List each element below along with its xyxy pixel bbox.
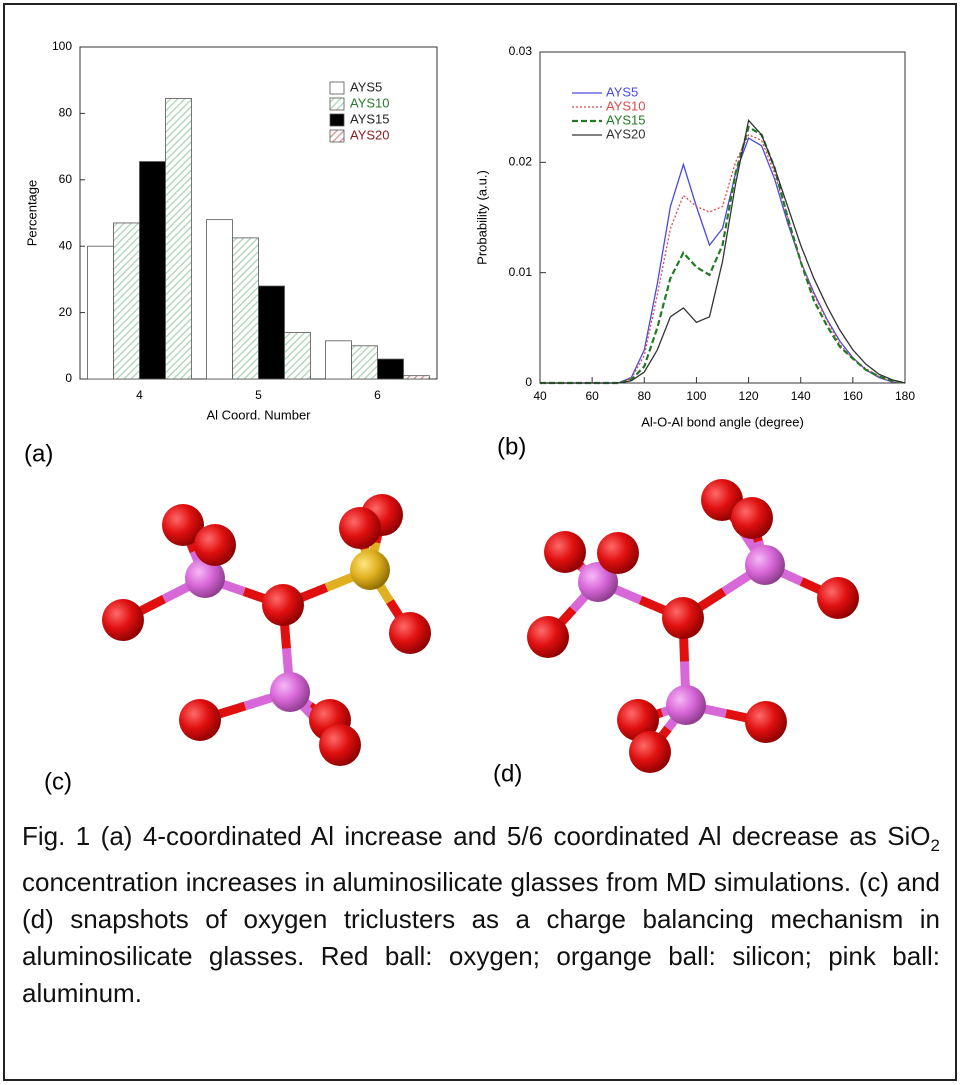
bar xyxy=(206,219,233,380)
bar xyxy=(232,237,259,380)
bar xyxy=(325,340,352,380)
bar xyxy=(284,332,311,380)
y-tick-label: 20 xyxy=(59,305,73,319)
atom xyxy=(745,545,785,585)
legend-label: AYS5 xyxy=(350,79,382,94)
atom xyxy=(319,724,361,766)
atom xyxy=(350,550,390,590)
bar xyxy=(351,345,378,380)
x-axis-label: Al-O-Al bond angle (degree) xyxy=(641,414,804,429)
atom xyxy=(597,532,639,574)
bar xyxy=(139,161,166,380)
x-axis-label: Al Coord. Number xyxy=(206,407,311,422)
y-axis-label: Probability (a.u.) xyxy=(474,170,489,265)
bar xyxy=(403,375,430,380)
atom xyxy=(102,599,144,641)
legend-swatch xyxy=(329,129,345,143)
panel-label: (b) xyxy=(497,433,526,460)
atom xyxy=(527,616,569,658)
y-tick-label: 100 xyxy=(52,39,72,53)
atom xyxy=(666,685,706,725)
legend-label: AYS15 xyxy=(350,111,390,126)
x-tick-label: 180 xyxy=(895,389,915,403)
atom xyxy=(194,524,236,566)
atom xyxy=(617,699,659,741)
x-tick-label: 160 xyxy=(843,389,863,403)
atom xyxy=(731,497,773,539)
molecules xyxy=(102,479,859,773)
plot-frame xyxy=(539,51,906,384)
panel-label: (a) xyxy=(24,440,53,467)
y-tick-label: 0 xyxy=(525,375,532,389)
bar xyxy=(258,285,285,380)
legend-swatch xyxy=(329,81,345,95)
y-tick-label: 0.03 xyxy=(509,44,533,58)
atom xyxy=(179,699,221,741)
caption-text: Fig. 1 (a) 4-coordinated Al increase and… xyxy=(22,821,888,851)
atom xyxy=(745,701,787,743)
y-tick-label: 0 xyxy=(65,371,72,385)
caption-formula: SiO xyxy=(887,821,931,851)
caption-text: concentration increases in aluminosilica… xyxy=(22,867,940,1009)
legend-label: AYS5 xyxy=(606,84,638,99)
atom xyxy=(262,584,304,626)
panel-label: (c) xyxy=(44,768,72,795)
x-tick-label: 100 xyxy=(686,389,706,403)
y-tick-label: 0.01 xyxy=(509,265,533,279)
y-tick-label: 80 xyxy=(59,106,73,120)
line-series xyxy=(540,119,906,384)
x-tick-label: 140 xyxy=(791,389,811,403)
atom xyxy=(578,562,618,602)
atom xyxy=(185,558,225,598)
legend-label: AYS10 xyxy=(606,98,646,113)
legend-label: AYS10 xyxy=(350,95,390,110)
atom xyxy=(389,612,431,654)
atom xyxy=(544,531,586,573)
legend-label: AYS20 xyxy=(350,127,390,142)
x-tick-label: 80 xyxy=(638,389,652,403)
atom xyxy=(629,731,671,773)
y-tick-label: 40 xyxy=(59,238,73,252)
y-tick-label: 60 xyxy=(59,172,73,186)
legend-label: AYS15 xyxy=(606,112,646,127)
panel-label: (d) xyxy=(493,760,522,787)
bar xyxy=(165,98,192,380)
x-tick-label: 5 xyxy=(255,388,262,402)
atom xyxy=(339,507,381,549)
x-tick-label: 6 xyxy=(374,388,381,402)
x-tick-label: 40 xyxy=(533,389,547,403)
line-series xyxy=(540,125,906,385)
bar xyxy=(377,358,404,380)
atom xyxy=(817,577,859,619)
x-tick-label: 120 xyxy=(739,389,759,403)
x-tick-label: 4 xyxy=(136,388,143,402)
x-tick-label: 60 xyxy=(585,389,599,403)
caption-subscript: 2 xyxy=(930,836,940,856)
legend-swatch xyxy=(329,97,345,111)
y-tick-label: 0.02 xyxy=(509,155,533,169)
y-axis-label: Percentage xyxy=(24,180,39,247)
bar xyxy=(87,245,114,380)
bar xyxy=(113,222,140,380)
caption: Fig. 1 (a) 4-coordinated Al increase and… xyxy=(22,818,940,1012)
atom xyxy=(270,672,310,712)
atom xyxy=(162,504,204,546)
legend-swatch xyxy=(329,113,345,127)
atom xyxy=(662,597,704,639)
figure-border xyxy=(3,3,957,1081)
legend-label: AYS20 xyxy=(606,126,646,141)
